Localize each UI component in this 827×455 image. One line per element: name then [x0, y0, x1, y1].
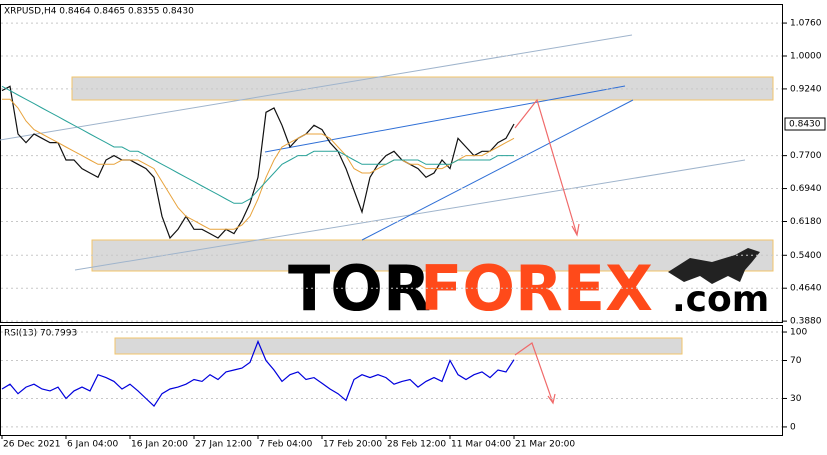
logo-tor: TOR: [288, 252, 431, 325]
y-tick-label: 0.3880: [790, 317, 822, 327]
channel-line: [0, 34, 633, 141]
series-line: [2, 98, 515, 230]
price-panel: [0, 4, 783, 323]
series-line: [1, 339, 515, 408]
wedge-line: [361, 99, 634, 241]
rsi-panel: [0, 325, 783, 436]
y-tick-label: 0: [790, 422, 796, 432]
x-tick-label: 17 Feb 20:00: [323, 440, 382, 450]
current-price-box: [784, 117, 826, 131]
x-tick-label: 11 Mar 04:00: [451, 440, 511, 450]
y-tick-label: 30: [790, 394, 802, 404]
y-tick-label: 0.9240: [790, 84, 822, 94]
series-line: [1, 85, 515, 240]
x-tick-label: 28 Feb 12:00: [387, 440, 446, 450]
x-tick-label: 21 Mar 20:00: [515, 440, 575, 450]
series-line: [1, 85, 514, 204]
y-tick-label: 0.6940: [790, 184, 822, 194]
x-tick-label: 26 Dec 2021: [3, 440, 61, 450]
rsi-zone: [114, 337, 683, 355]
forecast-arrow: [514, 98, 578, 236]
current-price-label: 0.8430: [789, 120, 821, 130]
logo-com: .com: [672, 279, 769, 320]
y-tick-label: 0.5400: [790, 251, 822, 261]
rsi-title: RSI(13) 70.7993: [4, 329, 77, 339]
y-tick-label: 0.4640: [790, 284, 822, 294]
watermark: TOR FOREX .com: [288, 248, 769, 325]
x-tick-label: 6 Jan 04:00: [67, 440, 119, 450]
x-tick-label: 27 Jan 12:00: [195, 440, 252, 450]
y-tick-label: 0.7700: [790, 151, 822, 161]
y-tick-label: 1.0760: [790, 19, 822, 29]
wedge-line: [264, 85, 626, 153]
rsi-arrow: [514, 342, 554, 404]
x-tick-label: 7 Feb 04:00: [259, 440, 313, 450]
arrow-head: [547, 393, 556, 405]
x-tick-label: 16 Jan 20:00: [131, 440, 188, 450]
arrows: [514, 98, 580, 405]
arrow-head: [571, 223, 580, 237]
y-tick-label: 0.6180: [790, 217, 822, 227]
y-tick-label: 100: [790, 328, 807, 338]
y-tick-label: 70: [790, 356, 802, 366]
y-tick-label: 1.0000: [790, 51, 822, 61]
bull-icon: [668, 248, 760, 284]
chart-title: XRPUSD,H4 0.8464 0.8465 0.8355 0.8430: [4, 7, 194, 17]
